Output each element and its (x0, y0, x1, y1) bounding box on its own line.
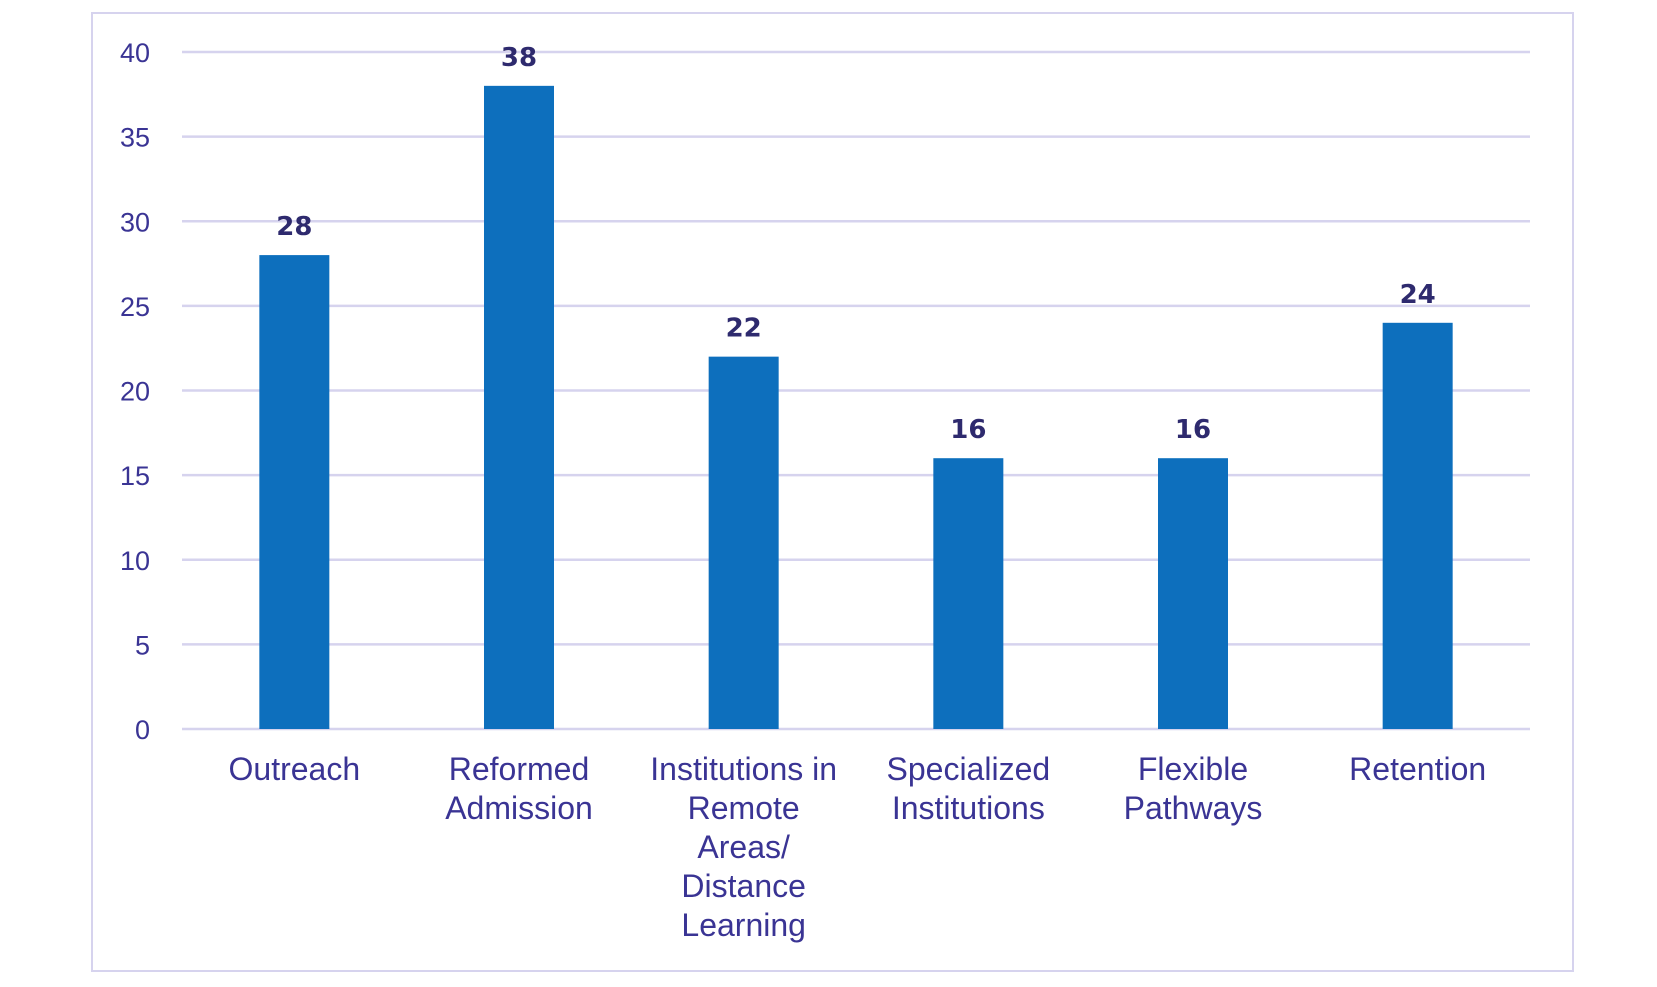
y-tick-label: 25 (120, 292, 150, 322)
y-tick-label: 30 (120, 207, 150, 237)
bar-5 (1382, 322, 1453, 729)
data-labels: 28 38 22 16 16 24 (276, 43, 1436, 445)
category-label-line: Specialized (887, 751, 1051, 787)
y-tick-label: 35 (120, 123, 150, 153)
gridlines (182, 50, 1530, 731)
y-axis-tick-labels: 0 5 10 15 20 25 30 35 40 (120, 38, 150, 745)
y-tick-label: 10 (120, 546, 150, 576)
category-label: Outreach (229, 751, 361, 787)
category-label: Specialized Institutions (887, 751, 1051, 826)
bar-3 (933, 458, 1004, 729)
y-tick-label: 40 (120, 38, 150, 68)
bar-2 (708, 356, 779, 729)
category-label: Institutions in Remote Areas/Distance Learn… (650, 751, 837, 943)
y-tick-label: 20 (120, 377, 150, 407)
category-label-line: Institutions in (650, 751, 837, 787)
data-label: 24 (1400, 280, 1436, 310)
category-label: Retention (1349, 751, 1486, 787)
y-tick-label: 5 (135, 630, 150, 660)
category-label-line: Flexible (1138, 751, 1248, 787)
data-label: 22 (726, 314, 762, 344)
category-label-line: Admission (445, 790, 593, 826)
category-label-line: Retention (1349, 751, 1486, 787)
x-axis-category-labels: Outreach Reformed Admission Institutions in… (229, 751, 1487, 943)
chart-frame (91, 12, 1574, 972)
category-label-line: Reformed (449, 751, 590, 787)
category-label: Reformed Admission (445, 751, 593, 826)
category-label: Flexible Pathways (1124, 751, 1263, 826)
bars (259, 85, 1453, 730)
data-label: 28 (276, 212, 312, 242)
data-label: 16 (1175, 415, 1211, 445)
category-label-line: Pathways (1124, 790, 1263, 826)
category-label-line: Learning (681, 907, 806, 943)
category-label-line: Institutions (892, 790, 1045, 826)
data-label: 38 (501, 43, 537, 73)
bar-0 (259, 255, 330, 729)
category-label-line: Remote (688, 790, 800, 826)
bar-4 (1158, 458, 1228, 729)
y-tick-label: 15 (120, 461, 150, 491)
category-label-line: Outreach (229, 751, 361, 787)
bar-1 (484, 85, 554, 730)
category-label-line: Areas/ (697, 829, 790, 865)
y-tick-label: 0 (135, 715, 150, 745)
category-label-line: Distance (681, 868, 806, 904)
data-label: 16 (950, 415, 986, 445)
